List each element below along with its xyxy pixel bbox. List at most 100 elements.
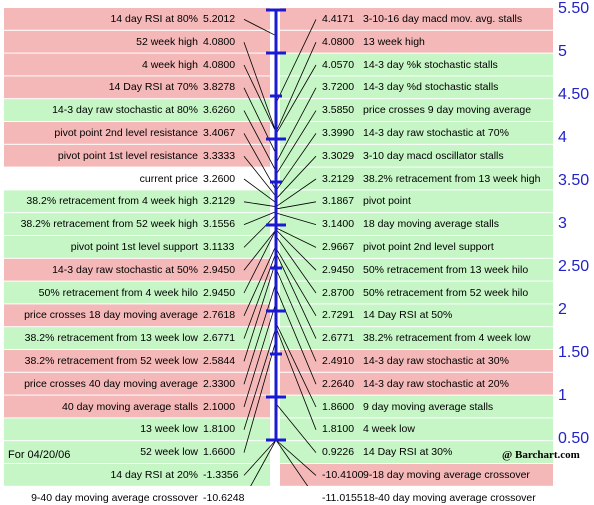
right-row-label: pivot point [363,195,411,208]
right-row-value: 3.3990 [322,127,355,139]
left-leader-line [243,439,277,476]
left-row-value: 5.2012 [203,13,236,25]
left-leader-line [243,327,277,430]
scale-tick-label: 3 [558,215,567,232]
price-axis [266,8,286,442]
right-row-label: 14 Day RSI at 50% [363,309,453,322]
left-leader-line [243,211,277,225]
left-leader-line [243,201,277,208]
right-leader-line [275,235,317,294]
leader-lines [243,19,317,486]
left-row-value: 3.2129 [203,195,236,208]
right-row-label: 9-18 day moving average crossover [363,469,530,481]
right-leader-line [275,268,317,362]
left-row-label: 52 week low [140,446,198,459]
left-row-value: 1.6600 [203,446,236,459]
right-leader-line [275,288,317,385]
left-row-label: 14 day RSI at 80% [110,13,198,25]
right-leader-line [275,252,317,339]
left-row-label: price crosses 40 day moving average [24,377,198,390]
right-row-bg [280,213,553,235]
right-leader-line [275,327,317,430]
left-row-label: 14-3 day raw stochastic at 50% [52,263,198,276]
right-row-label: 14-3 day %d stochastic stalls [363,81,499,94]
left-row-bg [4,418,270,441]
right-row-label: 50% retracement from 52 week hilo [363,286,529,299]
right-row-value: 3.1400 [322,218,355,231]
right-row-value: 0.9226 [322,446,355,459]
left-row-bg [4,99,270,121]
left-row-label: 13 week low [140,423,198,436]
left-row-bg [4,53,270,76]
right-row-bg [280,441,553,463]
left-leader-line [243,302,277,408]
left-row-bg [4,395,270,418]
right-row-value: 1.8100 [322,423,355,436]
right-row-value: 4.4171 [322,13,355,25]
right-row-bg [280,30,553,53]
left-leader-line [243,42,277,133]
right-row-label: 14-3 day raw stochastic at 70% [363,127,509,139]
right-row-label: 38.2% retracement from 13 week high [363,172,541,185]
left-row-bg [4,122,270,144]
left-row-value: 3.2600 [203,172,236,185]
right-row-value: 2.4910 [322,355,355,367]
right-leader-line [275,133,317,191]
right-leader-line [275,322,317,408]
left-row-label: 14-3 day raw stochastic at 80% [52,104,198,117]
left-row-bg [4,190,270,213]
right-row-label: 18 day moving average stalls [363,218,499,231]
right-row-value: 2.6771 [322,332,355,345]
right-leader-line [275,229,317,271]
left-leader-line [243,87,277,154]
right-row-bg [280,258,553,281]
right-row-value: 2.8700 [322,286,355,299]
right-row-label: 4 week low [363,423,415,436]
left-row-label: 38.2% retracement from 4 week high [26,195,198,208]
right-row-value: 4.0570 [322,58,355,71]
brand-logo: @ Barchart.com [502,449,580,461]
right-leader-line [275,178,317,208]
left-row-bg [4,441,270,463]
right-row-bg [280,167,553,190]
left-row-label: current price [139,172,198,185]
left-row-bg [4,304,270,327]
right-row-bg [280,144,553,167]
left-row-bg [4,281,270,304]
right-row-bg [280,53,553,76]
right-row-label: 3-10-16 day macd mov. avg. stalls [363,13,523,25]
left-leader-line [243,229,277,271]
left-row-value: 3.8278 [203,81,236,94]
scale-tick-label: 3.50 [558,172,590,189]
left-leader-line [243,229,277,294]
right-leader-line [275,248,317,317]
scale-tick-label: 5 [558,43,567,60]
right-row-label: 13 week high [363,35,425,48]
right-row-bg [280,281,553,304]
right-row-bg [280,122,553,144]
left-row-value: -10.6248 [203,491,245,504]
right-leader-line [275,155,317,200]
right-row-bg [280,350,553,372]
scale-tick-label: 4 [558,129,567,146]
left-row-value: 3.1556 [203,218,236,231]
right-row-value: 3.3029 [322,149,355,162]
right-row-value: 4.0800 [322,35,355,48]
right-row-label: 9 day moving average stalls [363,400,494,413]
right-row-value: -10.4100 [322,469,364,481]
right-row-value: 2.7291 [322,309,355,322]
right-row-label: 14-3 day raw stochastic at 30% [363,355,509,367]
left-row-bg [4,327,270,349]
left-leader-line [243,340,277,453]
right-leader-line [275,403,317,453]
left-row-value: -1.3356 [203,469,239,481]
left-row-label: 38.2% retracement from 13 week low [24,332,198,345]
left-row-bg [4,167,270,190]
left-row-label: price crosses 18 day moving average [24,309,198,322]
right-row-value: 2.9667 [322,241,355,253]
right-row-value: 3.7200 [322,81,355,94]
left-row-value: 2.9450 [203,286,236,299]
right-row-bg [280,464,553,486]
scale-tick-label: 1.50 [558,344,590,361]
left-leader-line [243,260,277,362]
